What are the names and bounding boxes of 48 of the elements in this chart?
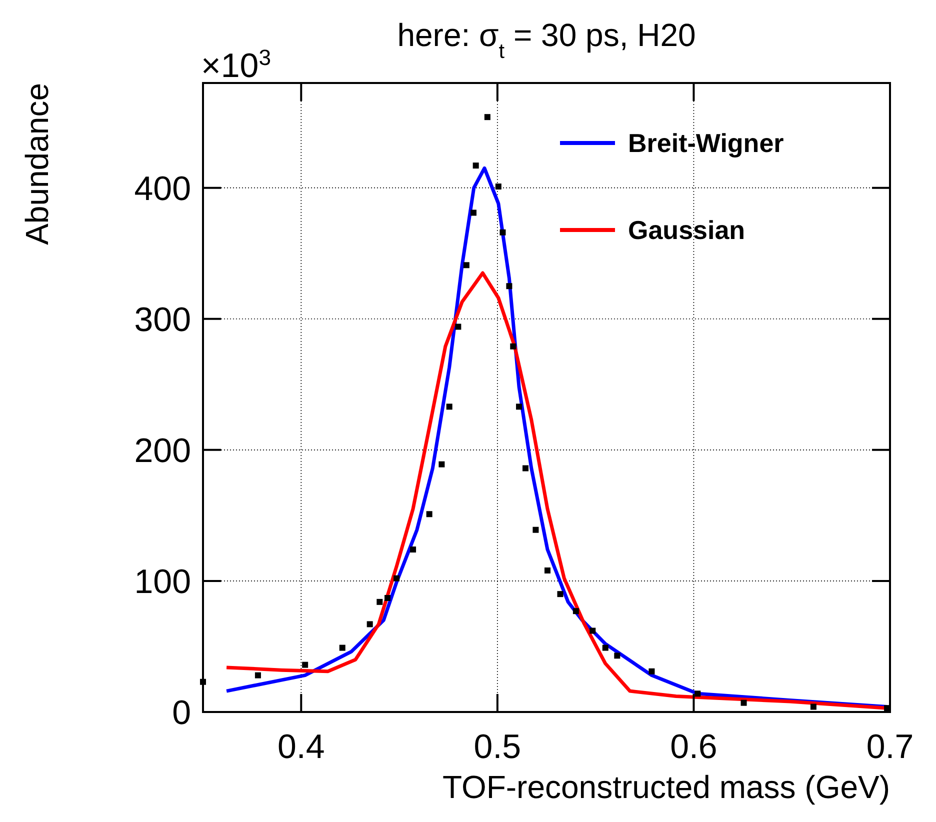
point: [522, 465, 528, 472]
y-tick-label: 400: [134, 170, 191, 208]
point: [516, 404, 522, 410]
point: [544, 567, 550, 574]
annotation: ×10$^{3}$: [201, 44, 271, 85]
point: [740, 700, 747, 706]
point: [472, 162, 479, 169]
point: [810, 704, 816, 710]
point: [463, 262, 470, 268]
point: [557, 591, 564, 598]
point: [394, 575, 400, 582]
point: [384, 594, 391, 601]
y-tick-label: 300: [134, 300, 191, 339]
point: [648, 668, 655, 674]
point: [339, 644, 346, 651]
point: [510, 343, 516, 350]
y-tick-label: 0: [172, 694, 191, 732]
point: [590, 628, 596, 634]
point: [484, 114, 490, 120]
x-tick-label: 0.6: [670, 728, 718, 766]
x-tick-label: 0.5: [474, 728, 522, 766]
point: [438, 461, 445, 468]
point: [602, 644, 608, 651]
point: [506, 283, 512, 290]
y-tick-label: 100: [134, 562, 191, 601]
point: [572, 608, 579, 614]
legend-label: Breit-Wigner: [628, 128, 784, 158]
point: [446, 404, 452, 410]
point: [532, 526, 539, 533]
point: [426, 511, 432, 518]
point: [500, 229, 506, 236]
point: [366, 621, 373, 628]
point: [302, 662, 308, 668]
point: [495, 184, 502, 190]
point: [470, 210, 476, 216]
legend-label: Gaussian: [628, 215, 746, 245]
chart-title: here: σ$_{t}$ = 30 ps, H20: [397, 17, 696, 62]
point: [694, 690, 701, 697]
x-tick-label: 0.7: [866, 728, 914, 766]
point: [614, 652, 620, 659]
y-axis-title: Abundance: [19, 83, 55, 245]
point: [376, 598, 383, 605]
x-tick-label: 0.4: [278, 728, 325, 766]
x-axis-title: TOF-reconstructed mass (GeV): [442, 769, 890, 805]
point: [410, 546, 416, 553]
point: [254, 672, 261, 678]
y-tick-label: 200: [134, 432, 191, 470]
point: [455, 324, 462, 330]
